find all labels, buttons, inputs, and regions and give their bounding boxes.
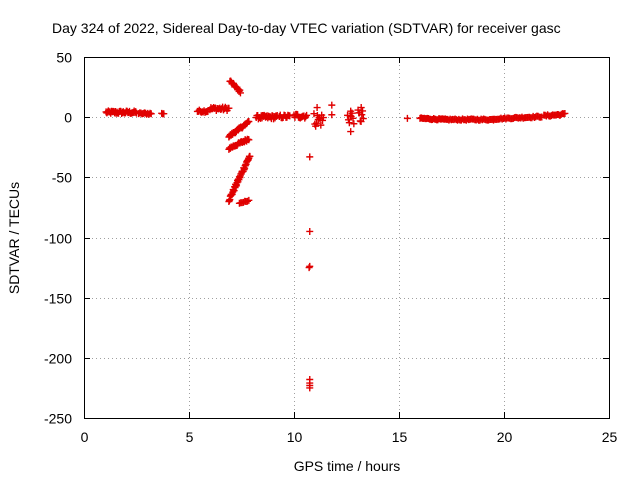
data-point [350,120,358,128]
data-point [303,111,311,119]
data-point [328,111,336,119]
data-points [102,77,569,392]
data-point [244,197,251,205]
data-point [349,114,357,122]
data-point [328,101,336,109]
data-point [319,114,327,122]
data-point [305,264,313,272]
data-point [313,104,321,112]
y-tick-label: -150 [44,291,72,307]
x-axis-label: GPS time / hours [294,458,401,474]
data-point [357,104,365,112]
data-point [306,227,314,235]
y-tick-label: -250 [44,411,72,427]
y-tick-label: -100 [44,231,72,247]
y-tick-label: -50 [52,170,72,186]
data-point [312,122,320,130]
data-point [160,110,168,118]
data-point [302,113,310,121]
data-point [147,110,155,118]
x-tick-label: 0 [81,429,89,445]
y-tick-label: 50 [56,50,72,66]
y-axis-label: SDTVAR / TECUs [6,182,22,294]
plot-frame [84,57,610,419]
data-point [359,115,367,123]
data-point [317,121,325,129]
data-point [347,107,355,115]
y-tick-label: -200 [44,351,72,367]
data-point [246,152,254,160]
data-point [358,111,366,119]
data-point [359,107,367,115]
data-point [243,119,251,127]
y-tick-label: 0 [64,110,72,126]
data-point [286,112,294,120]
x-tick-label: 5 [186,429,194,445]
chart-title: Day 324 of 2022, Sidereal Day-to-day VTE… [52,20,561,36]
x-tick-label: 15 [392,429,408,445]
data-point [225,104,233,112]
x-tick-label: 20 [497,429,513,445]
data-point [245,118,253,126]
data-point [345,119,353,127]
data-point [236,89,244,97]
data-point [561,109,569,117]
data-point [306,384,314,392]
data-point [245,196,253,204]
data-point [306,153,314,161]
data-point [313,119,321,127]
data-point [403,114,411,122]
x-tick-label: 10 [287,429,303,445]
x-tick-label: 25 [602,429,618,445]
data-point [245,136,253,144]
tick-labels: 0 5 10 15 20 25 50 0 -50 -100 -150 -200 -250 [44,50,618,446]
data-point [347,128,355,136]
